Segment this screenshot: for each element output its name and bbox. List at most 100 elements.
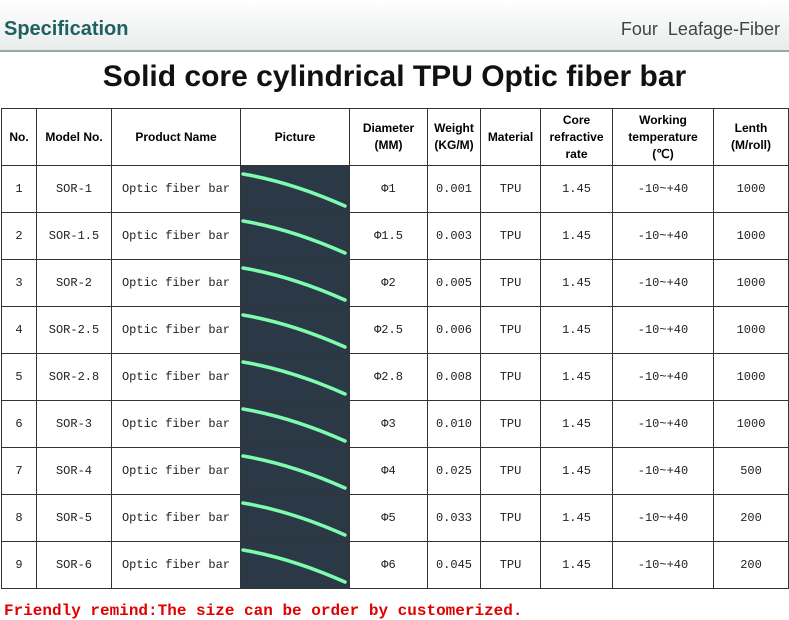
cell: TPU	[480, 353, 541, 401]
cell: -10~+40	[612, 212, 714, 260]
cell: Φ2.5	[349, 306, 428, 354]
column-header: Working temperature (℃)	[612, 108, 714, 166]
cell: 6	[1, 400, 37, 448]
cell: TPU	[480, 165, 541, 213]
cell: SOR-6	[36, 541, 112, 589]
picture-cell	[240, 400, 350, 448]
cell: 9	[1, 541, 37, 589]
fiber	[241, 172, 347, 208]
cell: -10~+40	[612, 353, 714, 401]
cell: Φ3	[349, 400, 428, 448]
cell: Φ6	[349, 541, 428, 589]
cell: 500	[713, 447, 789, 495]
fiber-image	[241, 501, 347, 537]
picture-cell	[240, 259, 350, 307]
title: Solid core cylindrical TPU Optic fiber b…	[102, 60, 687, 93]
cell: Optic fiber bar	[111, 353, 241, 401]
cell: Φ5	[349, 494, 428, 542]
cell: 1.45	[540, 494, 613, 542]
picture-cell	[240, 165, 350, 213]
fiber-image	[241, 407, 347, 443]
header-bar: Specification Four Leafage-Fiber	[0, 0, 789, 52]
fiber	[241, 501, 347, 537]
cell: 1.45	[540, 306, 613, 354]
picture-cell	[240, 306, 350, 354]
cell: 1.45	[540, 165, 613, 213]
cell: 1.45	[540, 259, 613, 307]
column-header: Picture	[240, 108, 350, 166]
cell: TPU	[480, 447, 541, 495]
cell: 200	[713, 494, 789, 542]
header-row: No. Model No. Product Name Picture Diameter …	[1, 108, 789, 166]
fiber-image	[241, 360, 347, 396]
footer-note: Friendly remind:The size can be order by…	[4, 602, 523, 620]
column-header: No.	[1, 108, 37, 166]
fiber	[241, 407, 347, 443]
cell: 0.008	[427, 353, 481, 401]
picture-cell	[240, 353, 350, 401]
cell: 4	[1, 306, 37, 354]
cell: SOR-2.8	[36, 353, 112, 401]
column-header: Diameter (MM)	[349, 108, 428, 166]
cell: -10~+40	[612, 306, 714, 354]
cell: Optic fiber bar	[111, 400, 241, 448]
table-body: 1 SOR-1 Optic fiber bar Φ1 0.001 TPU 1.45 -10~+…	[1, 165, 789, 589]
table-row: 4 SOR-2.5 Optic fiber bar Φ2.5 0.006 TPU 1.45-…	[1, 306, 789, 354]
cell: 0.001	[427, 165, 481, 213]
picture-cell	[240, 212, 350, 260]
cell: 1000	[713, 400, 789, 448]
cell: -10~+40	[612, 400, 714, 448]
cell: Optic fiber bar	[111, 259, 241, 307]
cell: 2	[1, 212, 37, 260]
column-header: Product Name	[111, 108, 241, 166]
fiber-image	[241, 313, 347, 349]
cell: 5	[1, 353, 37, 401]
table-row: 6 SOR-3 Optic fiber bar Φ3 0.010 TPU 1.45 -10~+…	[1, 400, 789, 448]
cell: Φ2.8	[349, 353, 428, 401]
table-row: 5 SOR-2.8 Optic fiber bar Φ2.8 0.008 TPU 1.45-…	[1, 353, 789, 401]
picture-cell	[240, 447, 350, 495]
cell: 1.45	[540, 212, 613, 260]
cell: 1.45	[540, 400, 613, 448]
cell: 200	[713, 541, 789, 589]
fiber-image	[241, 172, 347, 208]
table-row: 3 SOR-2 Optic fiber bar Φ2 0.005 TPU 1.45 -10~+…	[1, 259, 789, 307]
fiber	[241, 219, 347, 255]
cell: SOR-2.5	[36, 306, 112, 354]
picture-cell	[240, 494, 350, 542]
fiber-image	[241, 548, 347, 584]
cell: 7	[1, 447, 37, 495]
cell: 0.033	[427, 494, 481, 542]
header-right: Four Leafage-Fiber	[620, 19, 780, 39]
table-row: 7 SOR-4 Optic fiber bar Φ4 0.025 TPU 1.45 -10~+…	[1, 447, 789, 495]
cell: 1.45	[540, 353, 613, 401]
cell: 3	[1, 259, 37, 307]
column-header: Model No.	[36, 108, 112, 166]
cell: SOR-2	[36, 259, 112, 307]
cell: TPU	[480, 212, 541, 260]
cell: 1	[1, 165, 37, 213]
cell: 0.045	[427, 541, 481, 589]
cell: 1000	[713, 165, 789, 213]
cell: 1000	[713, 259, 789, 307]
picture-cell	[240, 541, 350, 589]
cell: TPU	[480, 541, 541, 589]
cell: 1.45	[540, 541, 613, 589]
table-row: 8 SOR-5 Optic fiber bar Φ5 0.033 TPU 1.45 -10~+…	[1, 494, 789, 542]
cell: 1000	[713, 306, 789, 354]
fiber-image	[241, 454, 347, 490]
column-header: Weight (KG/M)	[427, 108, 481, 166]
cell: 8	[1, 494, 37, 542]
cell: 1000	[713, 353, 789, 401]
cell: TPU	[480, 259, 541, 307]
cell: -10~+40	[612, 165, 714, 213]
cell: SOR-5	[36, 494, 112, 542]
cell: 0.010	[427, 400, 481, 448]
fiber	[241, 266, 347, 302]
cell: 0.003	[427, 212, 481, 260]
cell: -10~+40	[612, 259, 714, 307]
column-header: Core refractive rate	[540, 108, 613, 166]
cell: Φ2	[349, 259, 428, 307]
cell: SOR-4	[36, 447, 112, 495]
